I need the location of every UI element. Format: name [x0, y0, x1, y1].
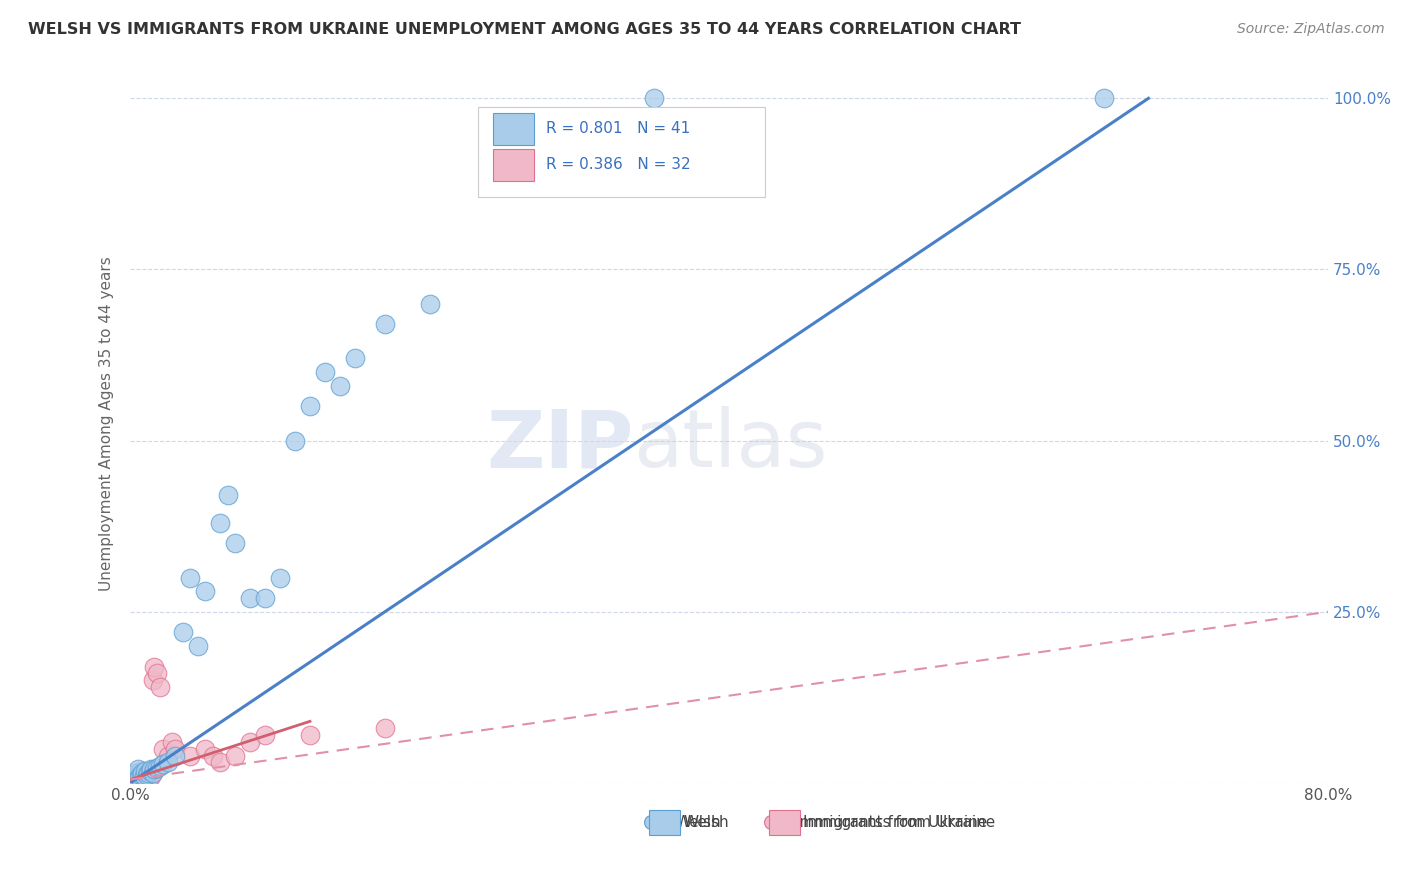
- Point: [139, 764, 162, 778]
- Point: [165, 741, 187, 756]
- Point: [141, 769, 163, 783]
- Point: [121, 769, 143, 783]
- Y-axis label: Unemployment Among Ages 35 to 44 years: Unemployment Among Ages 35 to 44 years: [100, 256, 114, 591]
- Point: [374, 721, 396, 735]
- Point: [129, 764, 152, 778]
- Point: [134, 764, 156, 778]
- Text: Welsh: Welsh: [683, 815, 730, 830]
- Point: [124, 768, 146, 782]
- Point: [194, 741, 217, 756]
- Point: [239, 591, 262, 606]
- Point: [1092, 91, 1115, 105]
- Point: [209, 516, 232, 530]
- FancyBboxPatch shape: [494, 149, 534, 180]
- Point: [149, 759, 172, 773]
- Point: [201, 748, 224, 763]
- Point: [122, 771, 145, 785]
- Point: [132, 765, 155, 780]
- FancyBboxPatch shape: [769, 810, 800, 835]
- Point: [122, 769, 145, 783]
- Point: [643, 91, 665, 105]
- Point: [194, 584, 217, 599]
- FancyBboxPatch shape: [494, 113, 534, 145]
- Point: [187, 639, 209, 653]
- Point: [254, 591, 277, 606]
- Point: [125, 765, 148, 780]
- Point: [120, 772, 142, 787]
- Text: atlas: atlas: [634, 406, 828, 484]
- Point: [156, 756, 179, 770]
- Point: [920, 814, 942, 828]
- Point: [152, 741, 174, 756]
- Point: [254, 728, 277, 742]
- Text: Welsh: Welsh: [675, 815, 721, 830]
- Point: [135, 768, 157, 782]
- Point: [224, 748, 246, 763]
- Point: [143, 762, 166, 776]
- Point: [136, 765, 159, 780]
- Point: [142, 673, 165, 688]
- Point: [134, 771, 156, 785]
- Point: [284, 434, 307, 448]
- Point: [127, 765, 149, 780]
- Point: [124, 771, 146, 785]
- Point: [343, 351, 366, 366]
- Point: [770, 814, 793, 828]
- Text: WELSH VS IMMIGRANTS FROM UKRAINE UNEMPLOYMENT AMONG AGES 35 TO 44 YEARS CORRELAT: WELSH VS IMMIGRANTS FROM UKRAINE UNEMPLO…: [28, 22, 1021, 37]
- Point: [125, 771, 148, 785]
- Point: [209, 756, 232, 770]
- Text: ZIP: ZIP: [486, 406, 634, 484]
- Point: [224, 536, 246, 550]
- Point: [298, 400, 321, 414]
- Point: [146, 666, 169, 681]
- Point: [314, 365, 336, 379]
- Point: [128, 769, 150, 783]
- Point: [128, 771, 150, 785]
- Point: [143, 659, 166, 673]
- Point: [179, 570, 201, 584]
- Point: [120, 772, 142, 787]
- Point: [269, 570, 291, 584]
- FancyBboxPatch shape: [650, 810, 681, 835]
- Point: [131, 768, 153, 782]
- Point: [146, 761, 169, 775]
- Point: [127, 769, 149, 783]
- Text: Immigrants from Ukraine: Immigrants from Ukraine: [796, 815, 987, 830]
- Point: [217, 488, 239, 502]
- Point: [239, 735, 262, 749]
- Point: [329, 379, 352, 393]
- Point: [298, 728, 321, 742]
- Point: [142, 765, 165, 780]
- Point: [131, 765, 153, 780]
- Text: R = 0.386   N = 32: R = 0.386 N = 32: [546, 157, 690, 172]
- Point: [172, 625, 194, 640]
- Point: [135, 768, 157, 782]
- Point: [419, 296, 441, 310]
- Text: Source: ZipAtlas.com: Source: ZipAtlas.com: [1237, 22, 1385, 37]
- Text: Immigrants from Ukraine: Immigrants from Ukraine: [803, 815, 995, 830]
- Point: [156, 748, 179, 763]
- Point: [132, 769, 155, 783]
- Point: [136, 772, 159, 787]
- Point: [152, 756, 174, 771]
- Point: [129, 768, 152, 782]
- Text: R = 0.801   N = 41: R = 0.801 N = 41: [546, 121, 690, 136]
- FancyBboxPatch shape: [478, 107, 765, 197]
- Point: [149, 680, 172, 694]
- Point: [374, 317, 396, 331]
- Point: [179, 748, 201, 763]
- Point: [141, 762, 163, 776]
- Point: [139, 771, 162, 785]
- Point: [165, 748, 187, 763]
- Point: [162, 735, 184, 749]
- Point: [127, 762, 149, 776]
